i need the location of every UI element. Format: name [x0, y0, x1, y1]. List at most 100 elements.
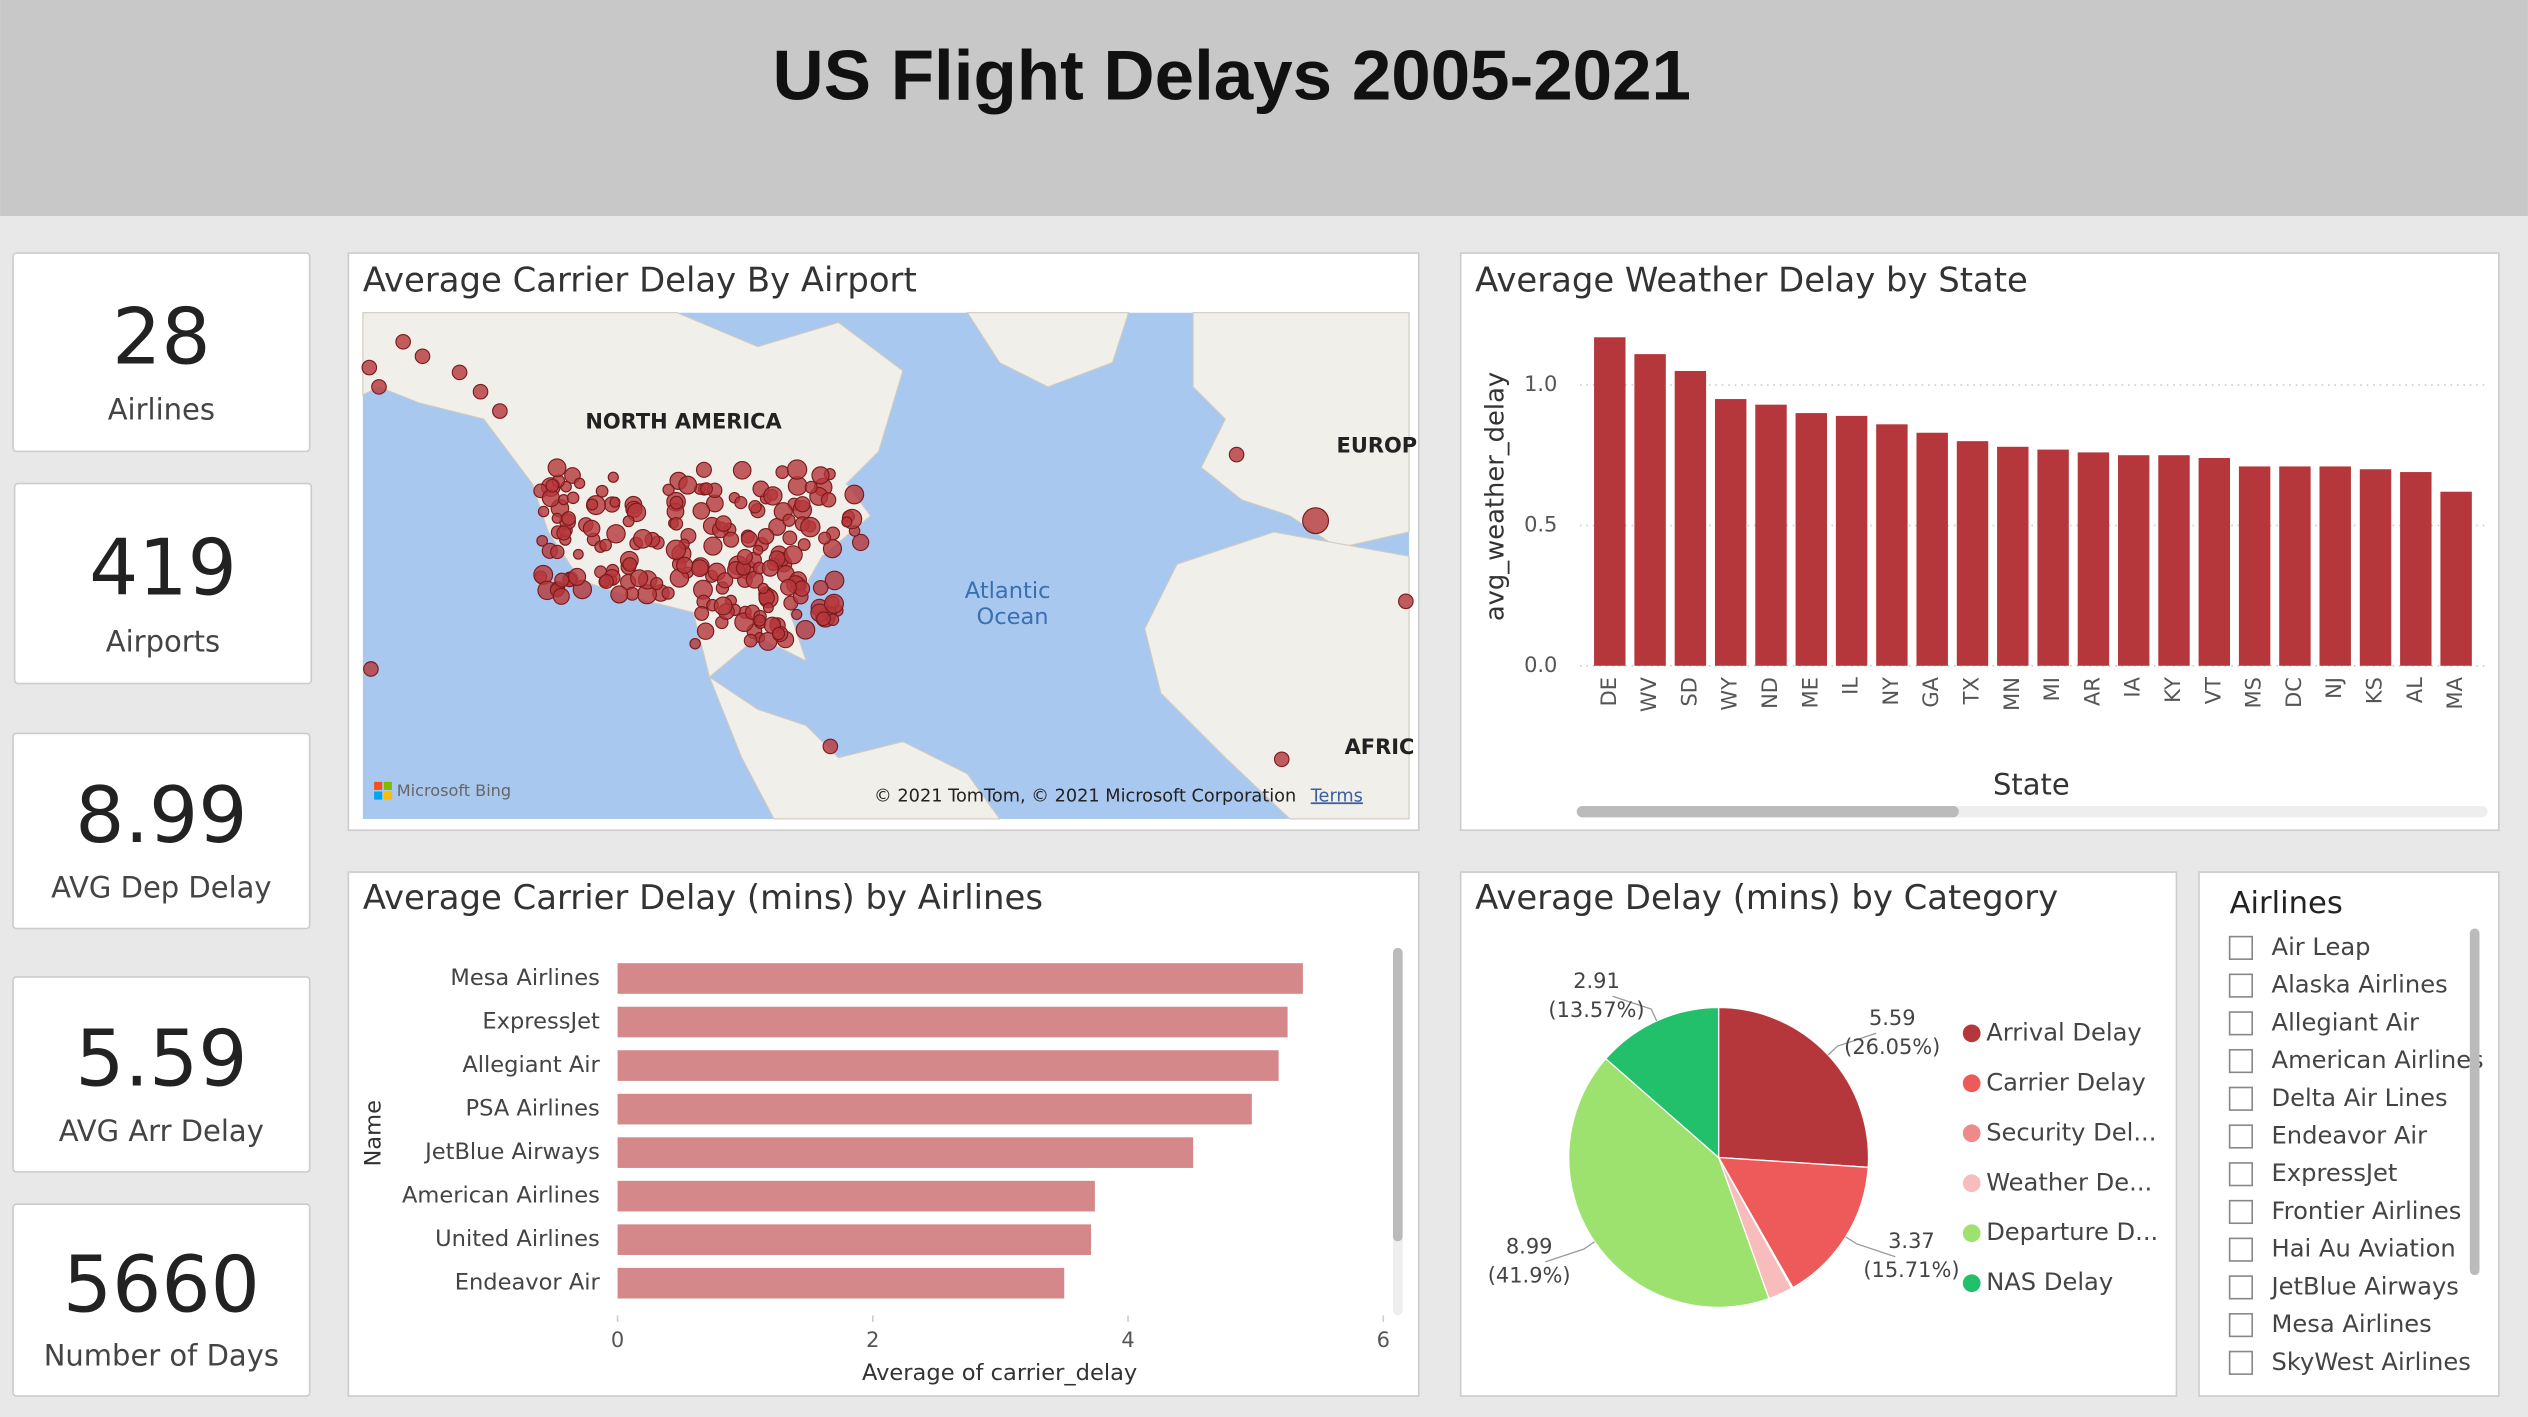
y-tick-label: United Airlines	[435, 1226, 600, 1252]
map-dot	[678, 475, 698, 495]
checkbox[interactable]	[2228, 1124, 2253, 1149]
map-dot	[371, 379, 387, 395]
checkbox[interactable]	[2228, 1275, 2253, 1300]
map-dot	[841, 516, 853, 528]
checkbox[interactable]	[2228, 1237, 2253, 1262]
slicer-item[interactable]: Allegiant Air	[2272, 1008, 2419, 1036]
map-dot	[552, 587, 570, 605]
map-dot	[795, 620, 816, 640]
map-label: NORTH AMERICA	[585, 409, 782, 433]
map-dot	[622, 515, 635, 528]
bar	[1714, 399, 1747, 666]
map-dot	[598, 574, 614, 589]
data-label: (15.71%)	[1863, 1258, 1959, 1282]
map-dot	[1273, 751, 1290, 768]
map-dot	[757, 582, 769, 595]
dashboard-title: US Flight Delays 2005-2021	[773, 36, 1692, 115]
map-dot	[492, 403, 508, 419]
pie-slice	[1717, 1006, 1870, 1169]
map-dot	[568, 567, 587, 586]
legend-label: Departure D...	[1986, 1218, 2158, 1246]
data-label: 5.59	[1869, 1006, 1916, 1030]
bar	[2037, 449, 2069, 666]
map-dot	[472, 383, 489, 400]
checkbox[interactable]	[2228, 935, 2253, 960]
map-dot	[669, 516, 684, 531]
checkbox[interactable]	[2228, 973, 2253, 998]
slicer-item[interactable]: Endeavor Air	[2272, 1122, 2428, 1150]
y-tick-label: 1.0	[1524, 372, 1557, 396]
checkbox[interactable]	[2228, 1199, 2253, 1225]
leader-line	[1827, 1032, 1877, 1056]
kpi-card	[12, 252, 311, 453]
kpi-label: AVG Arr Delay	[59, 1114, 264, 1148]
map-dot	[669, 495, 684, 510]
kpi-label: Airports	[106, 625, 220, 659]
chart-title: Average Delay (mins) by Category	[1475, 878, 2058, 917]
checkbox[interactable]	[2228, 1011, 2253, 1036]
slicer-item[interactable]: Air Leap	[2272, 933, 2371, 961]
map-terms[interactable]: Terms	[1310, 786, 1363, 806]
x-tick-label: ND	[1758, 677, 1782, 709]
bar	[2440, 491, 2472, 666]
map-dot	[1228, 446, 1245, 463]
data-label: (13.57%)	[1548, 998, 1644, 1022]
slicer-item[interactable]: ExpressJet	[2272, 1159, 2398, 1187]
bar	[1795, 413, 1828, 666]
slicer-title: Airlines	[2230, 886, 2343, 921]
legend-label: Weather De...	[1986, 1168, 2152, 1196]
slicer-item[interactable]: Alaska Airlines	[2272, 971, 2448, 999]
panel-title: Average Carrier Delay By Airport	[363, 261, 917, 300]
data-label: (26.05%)	[1844, 1035, 1940, 1059]
bar	[2198, 458, 2231, 666]
checkbox[interactable]	[2228, 1048, 2253, 1074]
panel	[347, 871, 1420, 1397]
map-dot	[715, 515, 732, 532]
x-tick-label: ME	[1798, 677, 1822, 708]
x-tick-label: VT	[2201, 677, 2225, 704]
legend-marker	[1962, 1174, 1981, 1193]
map-label: EUROP	[1337, 434, 1418, 458]
map-dot	[556, 525, 572, 541]
checkbox[interactable]	[2228, 1313, 2253, 1338]
y-tick-label: Mesa Airlines	[450, 965, 599, 991]
y-tick-label: ExpressJet	[482, 1009, 600, 1035]
pie-slice	[1717, 1156, 1869, 1289]
slicer-item[interactable]: SkyWest Airlines	[2272, 1348, 2471, 1376]
bar	[1997, 446, 2029, 666]
kpi-value: 8.99	[75, 771, 247, 861]
map-dot	[816, 611, 831, 627]
slicer-item[interactable]: JetBlue Airways	[2270, 1272, 2459, 1300]
checkbox[interactable]	[2228, 1162, 2253, 1187]
checkbox[interactable]	[2228, 1350, 2253, 1375]
map-dot	[536, 534, 549, 547]
map-dot	[822, 539, 843, 559]
slicer-item[interactable]: Mesa Airlines	[2272, 1310, 2432, 1338]
x-tick-label: SD	[1677, 677, 1701, 706]
slicer-item[interactable]: Hai Au Aviation	[2272, 1235, 2456, 1263]
map-dot	[700, 482, 713, 496]
x-tick-label: IA	[2121, 676, 2145, 697]
map-dot	[812, 579, 829, 596]
map-dot	[703, 536, 723, 556]
bar	[617, 1093, 1252, 1125]
bar	[1916, 432, 1948, 666]
slicer-item[interactable]: American Airlines	[2272, 1046, 2484, 1074]
map-dot	[692, 502, 711, 520]
slicer-item[interactable]: Frontier Airlines	[2272, 1197, 2462, 1225]
map-dot	[582, 519, 601, 538]
map-dot	[732, 460, 752, 480]
kpi-label: Number of Days	[44, 1339, 279, 1373]
logo	[374, 781, 383, 790]
bar	[2359, 469, 2392, 666]
map-dot	[609, 496, 621, 508]
bar	[617, 1137, 1194, 1168]
y-tick-label: American Airlines	[402, 1183, 600, 1209]
checkbox[interactable]	[2228, 1086, 2253, 1111]
slicer-item[interactable]: Delta Air Lines	[2272, 1084, 2448, 1112]
bar	[2077, 452, 2110, 666]
kpi-label: AVG Dep Delay	[51, 871, 271, 905]
legend-marker	[1962, 1224, 1981, 1243]
bar	[1594, 337, 1626, 666]
